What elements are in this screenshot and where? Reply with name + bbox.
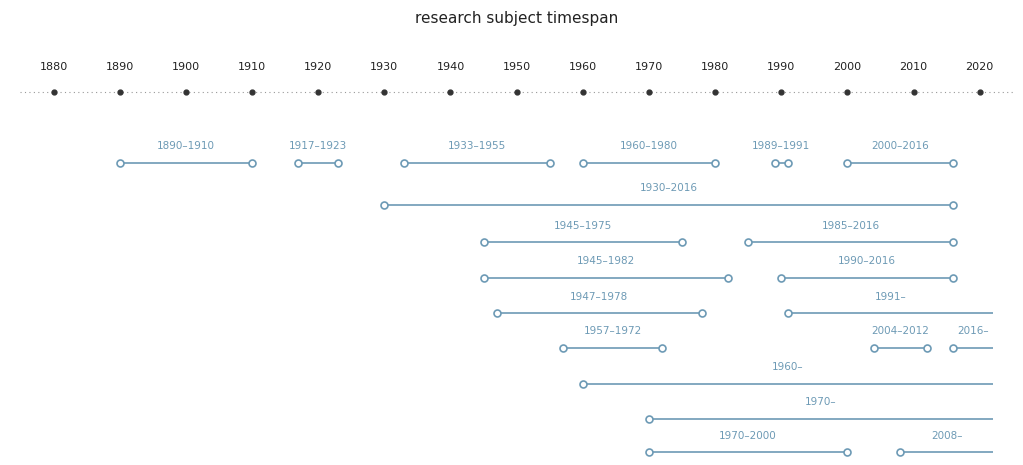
Text: 1960: 1960: [569, 61, 596, 72]
Text: 1985–2016: 1985–2016: [821, 220, 880, 231]
Text: 1920: 1920: [304, 61, 332, 72]
Text: 1960–: 1960–: [772, 362, 804, 372]
Text: 1900: 1900: [172, 61, 199, 72]
Text: 2008–: 2008–: [931, 431, 963, 441]
Text: 1960–1980: 1960–1980: [620, 141, 678, 151]
Text: 1930: 1930: [370, 61, 398, 72]
Text: 1930–2016: 1930–2016: [639, 183, 698, 193]
Title: research subject timespan: research subject timespan: [415, 11, 618, 27]
Text: 1991–: 1991–: [875, 292, 906, 302]
Text: 2004–2012: 2004–2012: [872, 326, 929, 336]
Text: 2010: 2010: [899, 61, 928, 72]
Text: 1970: 1970: [635, 61, 663, 72]
Text: 1990–2016: 1990–2016: [838, 256, 896, 266]
Text: 1910: 1910: [238, 61, 266, 72]
Text: 1890: 1890: [105, 61, 134, 72]
Text: 1940: 1940: [437, 61, 464, 72]
Text: 2016–: 2016–: [958, 326, 989, 336]
Text: 1917–1923: 1917–1923: [290, 141, 347, 151]
Text: 1980: 1980: [701, 61, 729, 72]
Text: 1957–1972: 1957–1972: [583, 326, 641, 336]
Text: 1990: 1990: [767, 61, 795, 72]
Text: 1933–1955: 1933–1955: [448, 141, 506, 151]
Text: 1970–: 1970–: [805, 397, 837, 407]
Text: 1970–2000: 1970–2000: [719, 431, 777, 441]
Text: 2000: 2000: [834, 61, 861, 72]
Text: 1950: 1950: [502, 61, 531, 72]
Text: 1890–1910: 1890–1910: [157, 141, 215, 151]
Text: 1945–1975: 1945–1975: [553, 220, 612, 231]
Text: 1945–1982: 1945–1982: [577, 256, 635, 266]
Text: 1947–1978: 1947–1978: [570, 292, 628, 302]
Text: 2020: 2020: [966, 61, 993, 72]
Text: 1989–1991: 1989–1991: [752, 141, 810, 151]
Text: 1880: 1880: [40, 61, 68, 72]
Text: 2000–2016: 2000–2016: [872, 141, 929, 151]
